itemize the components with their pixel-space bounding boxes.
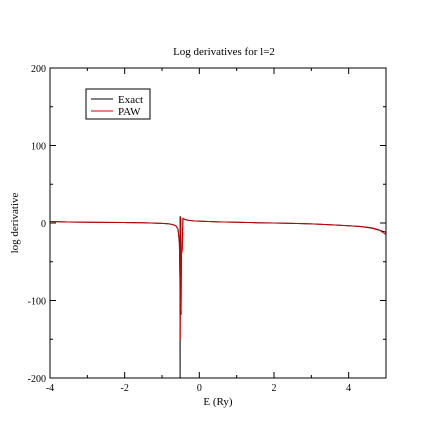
x-tick-label: -4: [46, 383, 54, 394]
y-tick-label: -200: [28, 374, 46, 385]
legend-label-exact: Exact: [118, 94, 143, 106]
y-tick-label: 200: [31, 64, 46, 75]
y-axis-label: log derivative: [9, 192, 21, 253]
x-tick-label: 2: [272, 383, 277, 394]
y-tick-label: 0: [41, 219, 46, 230]
series-line-paw: [50, 216, 386, 340]
axes-ticks: -4 -2 0 2 4 -200 -100 0 100 200: [28, 64, 387, 394]
chart-title: Log derivatives for l=2: [173, 46, 275, 58]
y-tick-label: 100: [31, 142, 46, 153]
y-tick-label: -100: [28, 297, 46, 308]
x-tick-label: -2: [120, 383, 128, 394]
legend-label-paw: PAW: [118, 106, 141, 118]
x-axis-label: E (Ry): [203, 396, 233, 408]
x-tick-label: 4: [346, 383, 351, 394]
plot-area: [50, 216, 386, 378]
legend-box: [85, 88, 151, 120]
x-tick-label: 0: [197, 383, 202, 394]
